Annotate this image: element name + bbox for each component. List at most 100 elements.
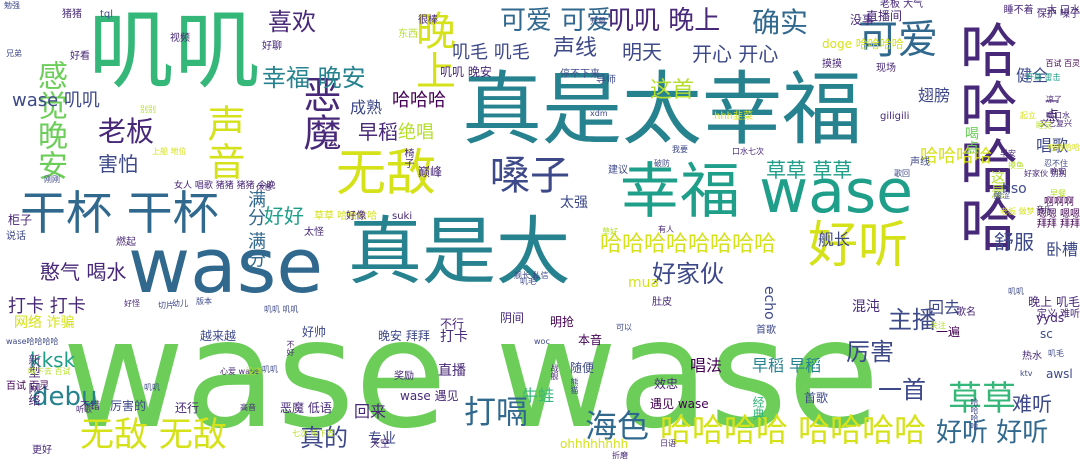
cloud-word: 这首 (650, 78, 695, 103)
cloud-word: 更好 (32, 445, 52, 456)
cloud-word: 经典 (751, 396, 765, 420)
cloud-word: 现场 (876, 63, 896, 74)
cloud-word: 百试 百灵 (1045, 59, 1080, 68)
cloud-word: 声线 (553, 36, 598, 61)
cloud-word: suki (392, 211, 413, 222)
cloud-word: 没事 (850, 13, 875, 27)
cloud-word: 打嗝 (464, 393, 529, 431)
cloud-word: 别别 (140, 105, 156, 114)
cloud-word: 导师 (596, 75, 616, 86)
cloud-word: 忍不住 (1044, 159, 1068, 168)
cloud-word: 可爱 可爱 (500, 6, 613, 36)
cloud-word: 口水七次 (732, 147, 764, 156)
cloud-word: 很棒 (418, 15, 438, 26)
cloud-word: 女人 唱歌 猪猪 猪猪 今晚 (174, 181, 276, 191)
cloud-word: 喝点 (963, 126, 979, 154)
cloud-word: 幸福 晚安 (262, 64, 366, 92)
cloud-word: 高音 (240, 403, 256, 412)
cloud-word: 随便 (570, 361, 595, 375)
cloud-word: 音乐 (1036, 205, 1052, 214)
cloud-word: 翅膀 (918, 86, 951, 105)
cloud-word: 直播 (438, 363, 466, 379)
cloud-word: 摸鱼 (1008, 161, 1024, 170)
cloud-word: 歌名 (956, 307, 976, 318)
cloud-word: 喝口水 (1046, 111, 1070, 120)
cloud-word: 好听 好听 (936, 418, 1049, 448)
cloud-word: 奖励 (394, 371, 414, 382)
cloud-word: 建议 (608, 165, 628, 176)
cloud-word: 睡觉 (1036, 121, 1052, 130)
cloud-word: 健全 (1016, 66, 1049, 85)
cloud-word: 这是 (989, 170, 1005, 198)
cloud-word: 声音 (201, 104, 245, 180)
cloud-word: 好像 (346, 211, 366, 222)
cloud-word: 叽叽 叽叽 (264, 305, 299, 314)
cloud-word: 打卡 打卡 (8, 296, 86, 317)
cloud-word: 效忠 (654, 377, 679, 391)
cloud-word: 开心 开心 (692, 42, 779, 66)
cloud-word: 首歌 (804, 391, 829, 405)
cloud-word: ohhhhhhhh (560, 437, 629, 451)
cloud-word: 绝唱 (398, 122, 434, 143)
cloud-word: 无敌 无敌 (80, 415, 227, 455)
cloud-word: 哈哈哈哈 (920, 146, 992, 167)
cloud-word: 说话 (6, 231, 26, 242)
cloud-word: 早稻 (358, 120, 398, 144)
cloud-word: 百试 百灵 (6, 381, 50, 392)
cloud-word: 视频 (170, 33, 190, 44)
cloud-word: 一首 (878, 376, 926, 404)
cloud-word: 叽叽 晚安 (440, 65, 492, 79)
cloud-word: 嗓子 (490, 153, 570, 199)
cloud-word: 舒服 (994, 230, 1034, 254)
cloud-word: 上船 地位 (152, 147, 187, 156)
cloud-word: 感觉晚安 (32, 60, 67, 180)
cloud-word: 真是太幸福 (462, 63, 862, 156)
cloud-word: 无敌 (336, 144, 436, 202)
cloud-word: 网络 诈骗 (14, 315, 75, 331)
cloud-word: 勉强 (4, 1, 20, 10)
cloud-word: 混沌 (852, 299, 880, 315)
cloud-word: wase wase (62, 288, 880, 462)
cloud-word: 太强 (560, 195, 588, 211)
cloud-word: 憨气 喝水 (40, 260, 127, 284)
cloud-word: 一遍 (936, 325, 961, 339)
cloud-word: 好好 (264, 204, 304, 228)
cloud-word: 太怪 (304, 227, 324, 238)
cloud-word: giligili (880, 111, 910, 122)
cloud-word: 叽毛 (520, 277, 536, 286)
cloud-word: yyds (1036, 311, 1065, 325)
cloud-word: 不好 (286, 340, 295, 356)
cloud-word: 恶魔 (297, 75, 341, 151)
cloud-word: 成熟 (350, 98, 383, 117)
cloud-word: 刚刚 (44, 175, 60, 184)
cloud-word: 厉害的 (110, 399, 147, 413)
cloud-word: 老板 大气 (880, 0, 924, 10)
cloud-word: 可爱 (858, 17, 938, 63)
cloud-word: 破防 (654, 159, 670, 168)
cloud-word: mua (628, 275, 660, 291)
cloud-word: doge 哈哈哈哈 (822, 37, 904, 51)
cloud-word: 叽毛 (1048, 349, 1064, 358)
cloud-word: 我要 (672, 145, 688, 154)
cloud-word: hhh韭菜 (714, 111, 754, 122)
cloud-word: 起立 (1020, 111, 1036, 120)
cloud-word: 战舰 (550, 364, 559, 380)
cloud-word: 柜子 (8, 213, 33, 227)
cloud-word: 阴间 (500, 311, 525, 325)
cloud-word: 椅子 (402, 148, 413, 168)
cloud-word: debu (32, 382, 98, 412)
cloud-word: awsl (1046, 367, 1073, 381)
cloud-word: 心爱 wase (220, 367, 260, 376)
cloud-word: 切片 (158, 301, 174, 310)
cloud-word: 叽叽 (262, 365, 278, 374)
cloud-word: 叽叽 (144, 383, 160, 392)
cloud-word: 熊猫 (570, 378, 579, 394)
cloud-word: 肚皮 (652, 297, 672, 308)
cloud-word: 卧槽 (1046, 240, 1079, 259)
cloud-word: 好怪 (124, 299, 140, 308)
cloud-word: kksk (30, 348, 76, 372)
cloud-word: 早稻 早稻 (752, 356, 822, 375)
cloud-word: 舰长 (818, 230, 851, 249)
cloud-word: 猪猪 (62, 9, 82, 20)
cloud-word: 嗯嗯 嗯嗯 (1036, 209, 1080, 220)
